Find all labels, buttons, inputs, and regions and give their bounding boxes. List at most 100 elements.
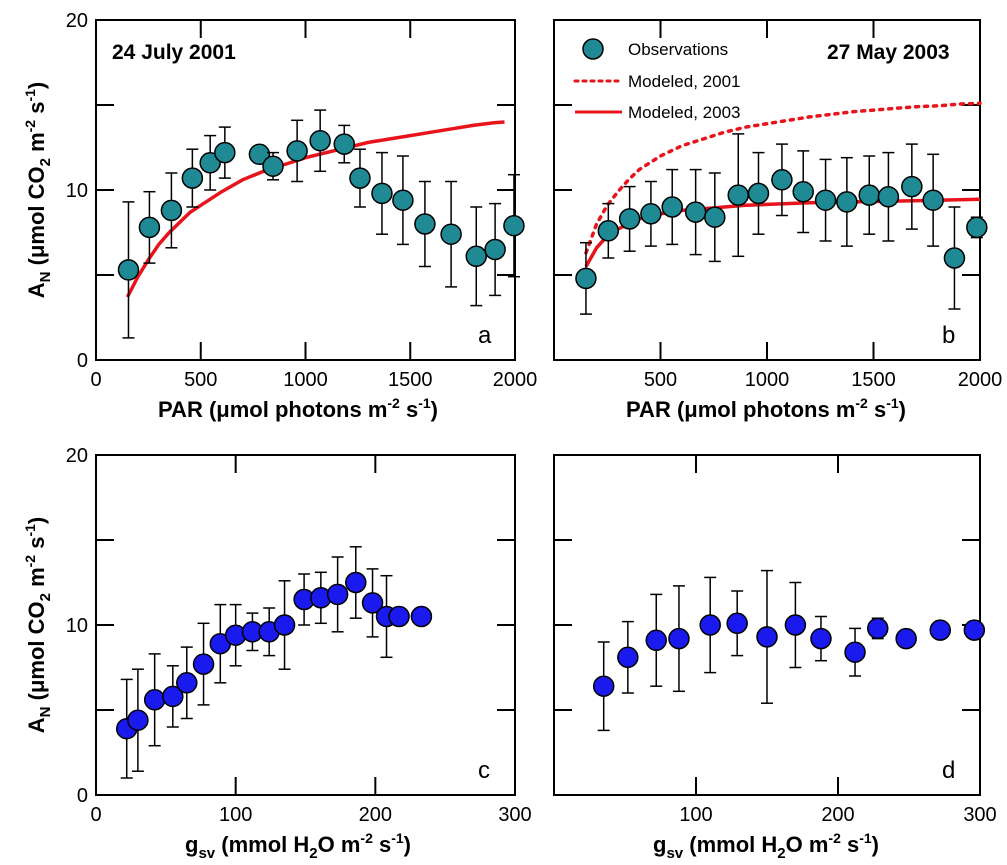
x-axis-title-c: gsv (mmol H2O m-2 s-1)	[185, 830, 411, 862]
data-point	[361, 592, 384, 614]
y-tick-label: 0	[77, 350, 88, 372]
y-tick-label: 10	[66, 615, 88, 637]
x-tick-label: 1500	[388, 369, 433, 391]
data-point	[747, 182, 770, 205]
data-point	[388, 605, 410, 628]
data-point	[273, 614, 296, 636]
y-tick-label: 0	[77, 785, 88, 807]
panel-d: 100 200 300	[553, 454, 997, 826]
y-axis-title-bottom: AN (μmol CO2 m-2 s-1)	[22, 517, 54, 733]
data-point	[895, 627, 917, 650]
x-tick-label: 300	[498, 804, 531, 826]
data-point	[901, 175, 923, 198]
data-point	[286, 140, 308, 162]
x-tick-label: 2000	[493, 369, 538, 391]
data-point	[877, 186, 900, 208]
data-point	[792, 180, 814, 203]
plot-frame-a	[95, 19, 516, 361]
legend-label-2003: Modeled, 2003	[628, 103, 740, 122]
x-tick-label: 500	[184, 369, 217, 391]
data-point	[262, 155, 284, 177]
data-point	[143, 689, 166, 711]
data-point	[617, 646, 639, 669]
legend-marker-observations	[582, 38, 604, 60]
data-point	[943, 247, 966, 269]
data-point	[181, 167, 204, 189]
y-tick-label: 10	[66, 180, 88, 202]
x-tick-label: 100	[679, 804, 712, 826]
data-point	[867, 617, 889, 640]
data-point	[138, 216, 161, 239]
data-point	[176, 672, 198, 694]
data-point	[410, 605, 433, 628]
x-tick-label: 1000	[283, 369, 328, 391]
data-point	[704, 206, 726, 228]
data-point	[684, 201, 707, 223]
data-point	[858, 184, 880, 206]
x-tick-label: 200	[359, 804, 392, 826]
x-tick-label: 0	[90, 369, 101, 391]
data-point	[349, 167, 371, 189]
data-point	[592, 675, 615, 697]
date-label-a: 24 July 2001	[112, 41, 236, 64]
data-point	[440, 223, 462, 245]
data-point	[784, 614, 807, 636]
data-point	[345, 571, 367, 594]
x-tick-label: 500	[644, 369, 677, 391]
legend-label-observations: Observations	[628, 40, 728, 59]
data-point	[117, 259, 140, 281]
y-tick-label: 20	[66, 445, 88, 467]
data-point	[392, 189, 414, 211]
x-tick-label: 1500	[851, 369, 896, 391]
x-axis-title-d: gsv (mmol H2O m-2 s-1)	[653, 830, 879, 862]
x-tick-label: 1000	[745, 369, 790, 391]
data-point	[162, 685, 184, 708]
data-point	[333, 133, 356, 155]
data-point	[727, 184, 749, 206]
panel-letter-a: a	[478, 322, 492, 349]
data-point	[575, 267, 597, 290]
model-line-a-solid	[125, 120, 505, 298]
panel-b: 500 1000 1500 2000	[553, 19, 1003, 391]
data-point	[484, 238, 506, 261]
data-point	[726, 612, 748, 635]
data-point	[160, 199, 183, 222]
panel-a: 0 500 1000 1500 2000 0 10 20	[66, 10, 538, 391]
x-tick-label: 200	[821, 804, 854, 826]
data-point	[814, 189, 837, 211]
data-point	[844, 641, 866, 663]
x-axis-title-b: PAR (μmol photons m-2 s-1)	[626, 395, 906, 422]
data-point	[966, 216, 988, 239]
data-point	[836, 191, 858, 213]
x-axis-title-a: PAR (μmol photons m-2 s-1)	[158, 395, 438, 422]
x-tick-label: 100	[219, 804, 252, 826]
data-point	[414, 213, 436, 235]
data-point	[618, 208, 641, 230]
data-point	[661, 196, 683, 218]
x-tick-label: 2000	[958, 369, 1003, 391]
data-point	[922, 189, 944, 211]
data-point	[640, 203, 662, 225]
data-point	[597, 220, 620, 242]
date-label-b: 27 May 2003	[827, 41, 950, 64]
data-point	[127, 709, 149, 731]
data-point	[465, 245, 487, 268]
data-point	[810, 627, 832, 650]
panel-letter-d: d	[942, 757, 955, 784]
legend-label-2001: Modeled, 2001	[628, 72, 740, 91]
legend-b: Observations Modeled, 2001 Modeled, 2003	[573, 38, 740, 122]
y-axis-title-top: AN (μmol CO2 m-2 s-1)	[22, 82, 54, 298]
data-point	[199, 152, 221, 174]
data-point	[371, 182, 393, 205]
data-point	[192, 653, 215, 675]
data-point	[771, 169, 793, 191]
y-tick-label: 20	[66, 10, 88, 32]
x-tick-label: 300	[963, 804, 996, 826]
panel-letter-c: c	[478, 757, 490, 784]
x-tick-label: 0	[90, 804, 101, 826]
data-point	[963, 619, 986, 641]
panel-letter-b: b	[942, 322, 955, 349]
data-point	[309, 129, 331, 152]
data-point	[699, 614, 721, 636]
data-point	[326, 583, 349, 606]
